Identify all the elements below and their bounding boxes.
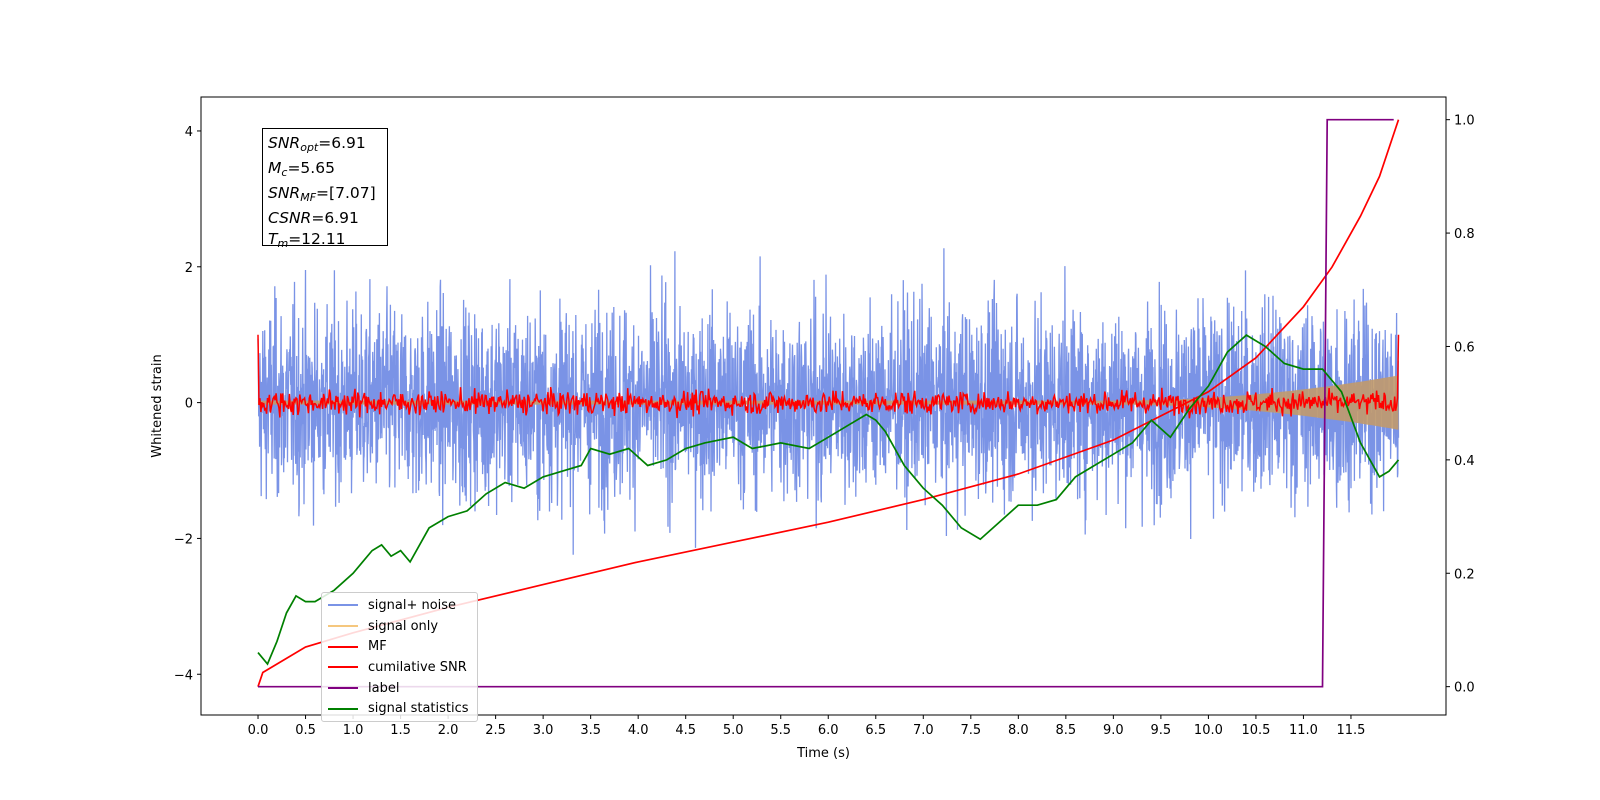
legend-swatch bbox=[328, 687, 358, 690]
x-tick-label: 2.5 bbox=[485, 723, 506, 738]
y-tick-label-left: 4 bbox=[185, 125, 193, 140]
x-tick-label: 0.5 bbox=[295, 723, 316, 738]
x-tick-label: 8.0 bbox=[1008, 723, 1029, 738]
x-tick-label: 4.5 bbox=[675, 723, 696, 738]
annotation-snr-mf: SNRMF=[7.07] bbox=[268, 184, 376, 204]
x-tick-label: 6.0 bbox=[818, 723, 839, 738]
x-tick-label: 10.0 bbox=[1194, 723, 1223, 738]
y-tick-label-right: 0.4 bbox=[1454, 454, 1475, 469]
x-tick-label: 1.0 bbox=[343, 723, 364, 738]
legend-swatch bbox=[328, 625, 358, 628]
y-tick-label-right: 0.8 bbox=[1454, 227, 1475, 242]
y-tick-label-left: −4 bbox=[174, 668, 193, 683]
annotation-csnr: CSNR=6.91 bbox=[268, 209, 359, 227]
x-tick-label: 10.5 bbox=[1241, 723, 1270, 738]
legend-label: signal statistics bbox=[368, 701, 469, 717]
legend-label: MF bbox=[368, 639, 387, 655]
x-tick-label: 1.5 bbox=[390, 723, 411, 738]
x-tick-label: 8.5 bbox=[1056, 723, 1077, 738]
x-tick-label: 9.0 bbox=[1103, 723, 1124, 738]
legend-label: cumilative SNR bbox=[368, 659, 467, 675]
legend-item-cumulative-snr: cumilative SNR bbox=[328, 657, 477, 678]
x-tick-label: 3.0 bbox=[533, 723, 554, 738]
y-tick-label-right: 0.0 bbox=[1454, 681, 1475, 696]
series-signal-statistics-line bbox=[257, 334, 1400, 666]
annotation-snr-opt: SNRopt=6.91 bbox=[268, 134, 366, 154]
x-axis-label: Time (s) bbox=[796, 746, 850, 761]
plot-frame bbox=[200, 96, 1447, 716]
legend-label: signal+ noise bbox=[368, 597, 457, 613]
x-tick-label: 6.5 bbox=[865, 723, 886, 738]
legend-item-signal-noise: signal+ noise bbox=[328, 595, 477, 616]
legend-item-mf: MF bbox=[328, 636, 477, 657]
x-tick-label: 7.0 bbox=[913, 723, 934, 738]
x-tick-label: 9.5 bbox=[1151, 723, 1172, 738]
annotation-mc: Mc=5.65 bbox=[268, 159, 335, 179]
annotation-tm: Tm=12.11 bbox=[268, 230, 346, 250]
series-signal-noise-line bbox=[257, 248, 1400, 555]
legend-swatch bbox=[328, 604, 358, 607]
x-tick-label: 5.5 bbox=[770, 723, 791, 738]
legend-swatch bbox=[328, 645, 358, 648]
x-tick-label: 4.0 bbox=[628, 723, 649, 738]
series-mf-line bbox=[257, 334, 1400, 419]
legend-item-signal-statistics: signal statistics bbox=[328, 698, 477, 719]
y-tick-label-left: 0 bbox=[185, 397, 193, 412]
y-tick-label-right: 0.6 bbox=[1454, 340, 1475, 355]
legend: signal+ noise signal only MF cumilative … bbox=[321, 592, 478, 722]
y-tick-label-right: 1.0 bbox=[1454, 114, 1475, 129]
legend-label: label bbox=[368, 680, 400, 696]
y-axis-label: Whitened strain bbox=[150, 354, 165, 457]
legend-item-signal-only: signal only bbox=[328, 616, 477, 637]
annotation-box: SNRopt=6.91 Mc=5.65 SNRMF=[7.07] CSNR=6.… bbox=[262, 128, 388, 250]
y-tick-label-left: 2 bbox=[185, 261, 193, 276]
x-tick-label: 0.0 bbox=[248, 723, 269, 738]
x-tick-label: 7.5 bbox=[960, 723, 981, 738]
legend-label: signal only bbox=[368, 618, 439, 634]
x-tick-label: 11.0 bbox=[1289, 723, 1318, 738]
series-label-line bbox=[258, 118, 1394, 688]
legend-swatch bbox=[328, 707, 358, 710]
x-tick-label: 2.0 bbox=[438, 723, 459, 738]
legend-swatch bbox=[328, 666, 358, 669]
x-tick-label: 5.0 bbox=[723, 723, 744, 738]
legend-item-label: label bbox=[328, 678, 477, 699]
y-tick-label-right: 0.2 bbox=[1454, 567, 1475, 582]
y-tick-label-left: −2 bbox=[174, 532, 193, 547]
x-tick-label: 3.5 bbox=[580, 723, 601, 738]
x-tick-label: 11.5 bbox=[1336, 723, 1365, 738]
